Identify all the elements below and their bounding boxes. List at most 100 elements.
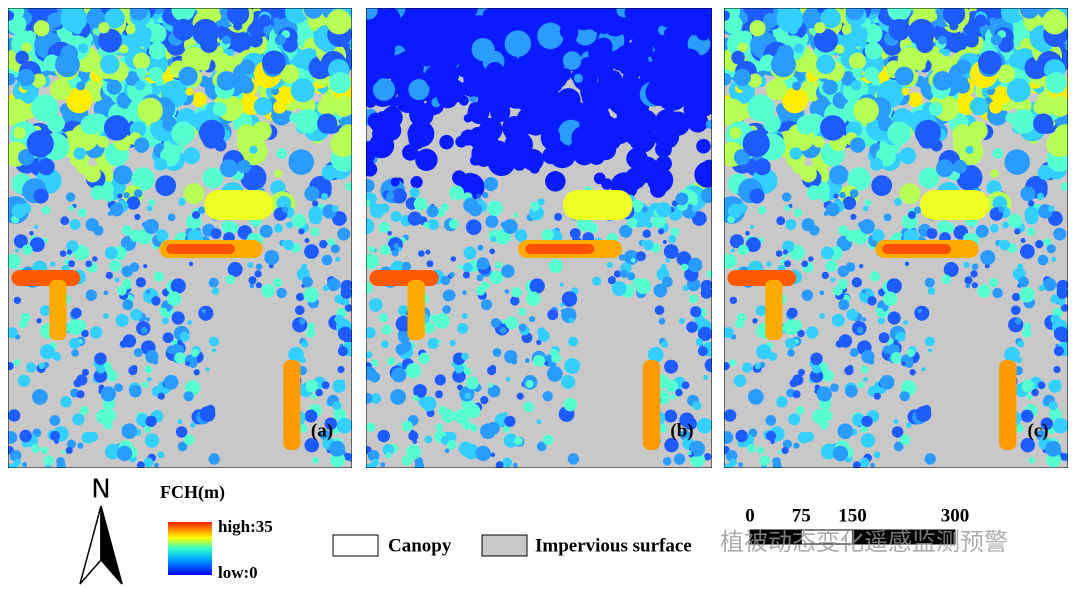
tree-patch — [8, 362, 14, 371]
tree-patch — [166, 291, 182, 307]
canopy-patch — [505, 87, 527, 109]
tree-patch — [887, 311, 901, 325]
tree-patch — [462, 271, 471, 279]
tree-patch — [928, 348, 933, 353]
canopy-patch — [942, 8, 966, 26]
tree-patch — [855, 419, 862, 426]
canopy-patch — [73, 147, 87, 160]
canopy-patch — [125, 24, 136, 35]
tree-patch — [822, 370, 834, 382]
canopy-swatch — [332, 534, 379, 557]
tree-patch — [8, 327, 18, 339]
tree-patch — [619, 224, 633, 238]
tall-row — [407, 280, 425, 340]
tree-patch — [171, 311, 185, 325]
tree-patch — [77, 442, 84, 449]
canopy-patch — [76, 81, 86, 91]
canopy-patch — [119, 44, 129, 54]
tree-patch — [123, 192, 130, 199]
canopy-patch — [992, 195, 1008, 211]
canopy-patch — [384, 105, 401, 122]
tree-patch — [626, 272, 636, 281]
tree-patch — [537, 330, 550, 342]
canopy-patch — [171, 121, 195, 146]
canopy-patch — [191, 92, 207, 108]
map-panel: (a) — [8, 8, 352, 468]
canopy-patch — [664, 27, 675, 39]
tree-patch — [304, 237, 310, 244]
tree-patch — [148, 199, 156, 206]
tree-patch — [480, 396, 489, 405]
canopy-patch — [742, 130, 770, 158]
canopy-patch — [103, 115, 130, 141]
canopy-patch — [548, 140, 577, 169]
tree-patch — [462, 262, 473, 273]
tree-patch — [670, 227, 680, 237]
tree-patch — [343, 452, 352, 461]
tree-patch — [259, 224, 273, 238]
tree-patch — [861, 289, 867, 294]
canopy-patch — [647, 166, 674, 194]
tree-patch — [502, 218, 518, 235]
canopy-patch — [84, 165, 101, 183]
tree-patch — [893, 419, 899, 425]
canopy-patch — [523, 104, 534, 116]
tree-patch — [559, 282, 564, 287]
tree-patch — [94, 352, 107, 365]
canopy-patch — [366, 179, 375, 193]
canopy-patch — [155, 175, 177, 197]
canopy-patch — [992, 148, 1004, 159]
tree-patch — [676, 251, 692, 267]
tree-patch — [879, 374, 895, 390]
tree-patch — [366, 199, 371, 207]
tree-patch — [305, 379, 319, 393]
tall-row — [882, 244, 952, 254]
canopy-patch — [258, 14, 271, 27]
canopy-patch — [812, 135, 825, 148]
north-label: N — [91, 475, 110, 505]
tree-patch — [249, 283, 255, 289]
map-panel: (c) — [724, 8, 1068, 468]
tree-patch — [965, 283, 971, 289]
tree-patch — [332, 379, 346, 393]
canopy-patch — [887, 121, 911, 146]
tall-row — [765, 280, 783, 340]
canopy-patch — [183, 147, 201, 165]
tree-patch — [703, 452, 712, 461]
legend-title: FCH(m) — [160, 482, 225, 503]
tree-patch — [477, 244, 484, 251]
canopy-patch — [908, 18, 936, 46]
tree-patch — [883, 213, 892, 222]
canopy-patch — [1037, 164, 1053, 181]
tree-patch — [39, 344, 56, 360]
tree-patch — [1035, 239, 1044, 249]
tree-patch — [116, 445, 133, 462]
tree-patch — [860, 433, 876, 448]
tree-patch — [366, 253, 379, 269]
tree-patch — [440, 275, 451, 286]
canopy-patch — [953, 159, 967, 174]
tree-patch — [1018, 276, 1029, 288]
color-ramp — [168, 522, 212, 575]
tree-patch — [387, 231, 392, 236]
tree-patch — [1050, 314, 1061, 325]
tree-patch — [795, 405, 805, 415]
tree-patch — [505, 316, 519, 330]
canopy-patch — [437, 87, 459, 109]
canopy-patch — [225, 47, 235, 57]
canopy-patch — [486, 8, 514, 30]
tree-patch — [38, 362, 46, 370]
tree-patch — [302, 276, 313, 288]
canopy-patch — [918, 167, 940, 189]
canopy-patch — [408, 79, 430, 101]
tree-patch — [333, 408, 346, 421]
tree-patch — [409, 187, 420, 198]
panel-label: (a) — [311, 420, 333, 441]
tree-patch — [871, 229, 885, 242]
tree-patch — [838, 299, 850, 311]
tree-patch — [899, 391, 910, 402]
tree-patch — [366, 392, 373, 404]
canopy-patch — [449, 17, 469, 37]
tree-patch — [337, 365, 345, 374]
tree-patch — [188, 261, 194, 267]
